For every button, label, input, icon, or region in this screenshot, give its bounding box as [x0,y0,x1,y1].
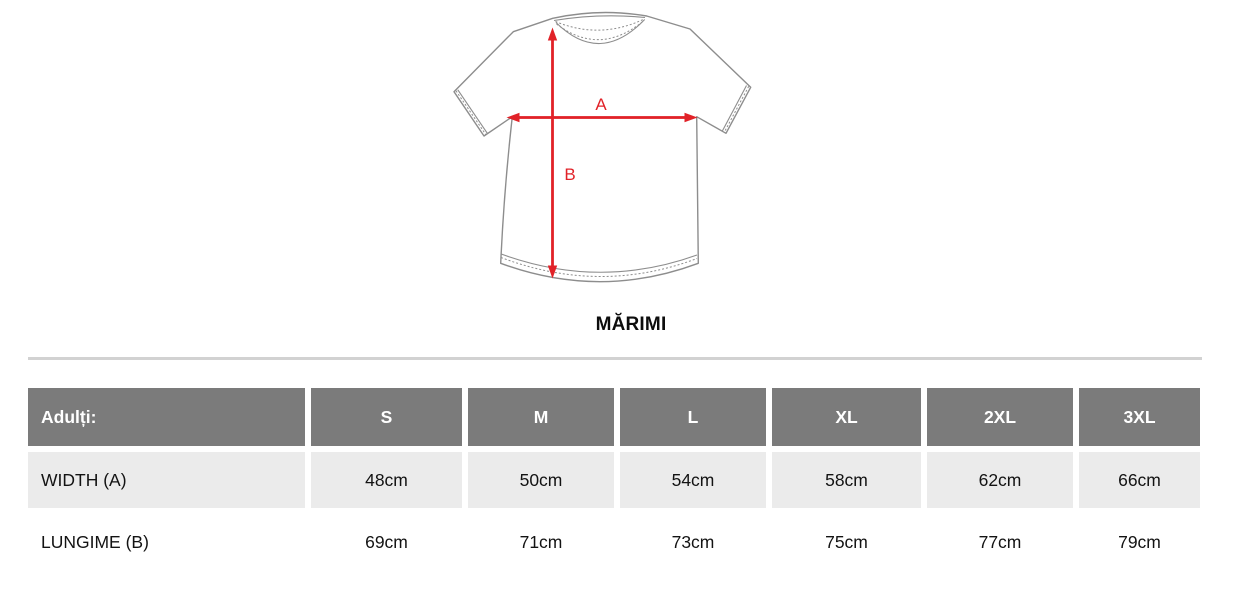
tshirt-diagram-svg: A B [453,11,752,283]
width-value-xl: 58cm [772,452,921,508]
width-arrow [506,112,698,123]
width-value-m: 50cm [468,452,614,508]
measurement-arrows: A B [506,27,698,279]
length-value-l: 73cm [620,514,766,570]
row-label-length: LUNGIME (B) [28,514,305,570]
header-cell-size-2xl: 2XL [927,388,1073,446]
length-value-2xl: 77cm [927,514,1073,570]
width-value-s: 48cm [311,452,462,508]
cuff-stitch-detail [455,85,750,136]
header-cell-size-xl: XL [772,388,921,446]
length-value-3xl: 79cm [1079,514,1200,570]
length-value-s: 69cm [311,514,462,570]
header-cell-size-s: S [311,388,462,446]
length-label-b: B [564,165,575,184]
row-label-width: WIDTH (A) [28,452,305,508]
divider-line [28,357,1202,360]
width-value-l: 54cm [620,452,766,508]
width-value-2xl: 62cm [927,452,1073,508]
length-arrow [547,27,558,279]
size-chart-title: MĂRIMI [595,314,667,335]
collar-detail [553,15,646,45]
header-cell-adults: Adulți: [28,388,305,446]
width-label-a: A [595,95,607,114]
length-value-m: 71cm [468,514,614,570]
tshirt-outline [453,11,752,283]
header-cell-size-l: L [620,388,766,446]
header-cell-size-m: M [468,388,614,446]
length-value-xl: 75cm [772,514,921,570]
hem-stitch-detail [500,253,698,277]
size-table: Adulți: S M L XL 2XL 3XL WIDTH (A) 48cm … [28,388,1200,570]
header-cell-size-3xl: 3XL [1079,388,1200,446]
width-value-3xl: 66cm [1079,452,1200,508]
tshirt-measurement-diagram: A B [440,0,762,300]
